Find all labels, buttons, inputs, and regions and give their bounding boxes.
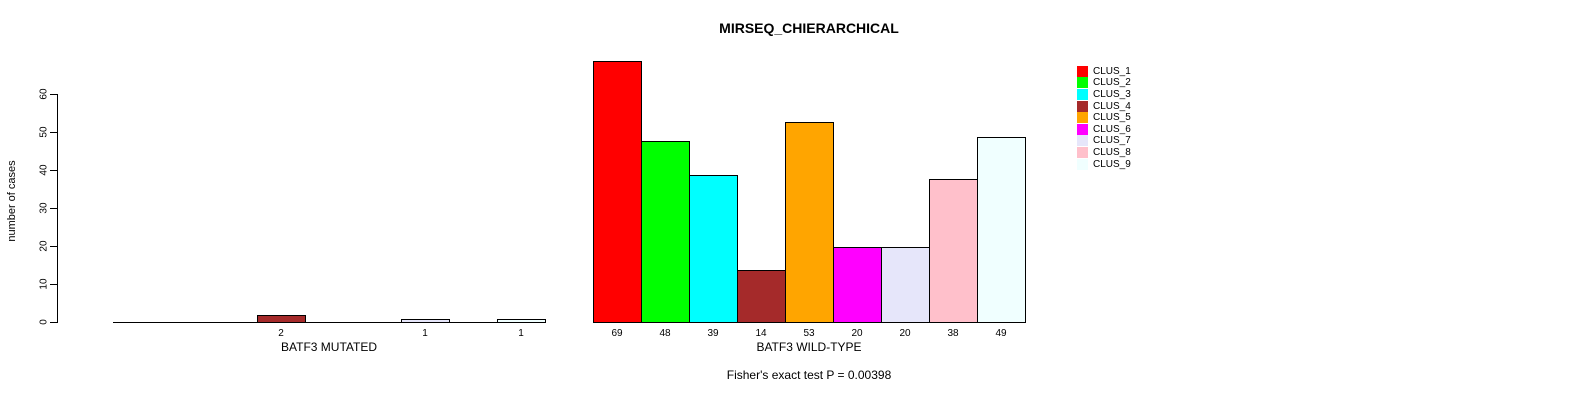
- bar-clus_9: [977, 137, 1026, 323]
- legend-swatch-clus_2: [1077, 77, 1088, 89]
- legend-swatch-clus_6: [1077, 123, 1088, 135]
- legend-swatch-clus_9: [1077, 158, 1088, 170]
- bar-clus_4: [257, 315, 306, 323]
- y-axis-tick-label: 30: [38, 202, 50, 214]
- bar-value-label: 49: [995, 328, 1007, 339]
- bar-value-label: 1: [518, 328, 524, 339]
- bar-clus_4: [737, 270, 786, 323]
- legend-label-clus_7: CLUS_7: [1093, 135, 1131, 147]
- bar-clus_2: [641, 141, 690, 323]
- y-axis-tick-label: 50: [38, 126, 50, 138]
- y-axis-tick-label: 40: [38, 164, 50, 176]
- y-axis-tick-label: 10: [38, 278, 50, 290]
- legend-swatch-clus_4: [1077, 100, 1088, 112]
- y-axis-tick: [50, 284, 57, 285]
- group-label-batf3-wild-type: BATF3 WILD-TYPE: [756, 340, 862, 354]
- y-axis-tick: [50, 246, 57, 247]
- bar-clus_1: [593, 61, 642, 323]
- group-label-batf3-mutated: BATF3 MUTATED: [281, 340, 377, 354]
- y-axis-label: number of cases: [6, 160, 18, 242]
- bar-value-label: 2: [278, 328, 284, 339]
- legend-label-clus_8: CLUS_8: [1093, 146, 1131, 158]
- bar-clus_7: [401, 319, 450, 323]
- y-axis-tick: [50, 208, 57, 209]
- legend-label-clus_6: CLUS_6: [1093, 123, 1131, 135]
- legend-label-clus_5: CLUS_5: [1093, 112, 1131, 124]
- y-axis-tick: [50, 132, 57, 133]
- legend-swatch-clus_8: [1077, 146, 1088, 158]
- bar-value-label: 20: [899, 328, 911, 339]
- y-axis-line: [57, 94, 58, 323]
- y-axis-tick: [50, 170, 57, 171]
- bar-value-label: 20: [851, 328, 863, 339]
- bar-clus_9: [497, 319, 546, 323]
- y-axis-tick-label: 60: [38, 88, 50, 100]
- legend-swatch-clus_3: [1077, 88, 1088, 100]
- legend-swatch-clus_1: [1077, 65, 1088, 77]
- legend-label-clus_1: CLUS_1: [1093, 65, 1131, 77]
- legend-label-clus_2: CLUS_2: [1093, 77, 1131, 89]
- y-axis-tick-label: 0: [38, 319, 50, 325]
- legend-label-clus_3: CLUS_3: [1093, 88, 1131, 100]
- bar-value-label: 53: [803, 328, 815, 339]
- bar-value-label: 69: [611, 328, 623, 339]
- x-baseline: [113, 322, 545, 323]
- bar-value-label: 1: [422, 328, 428, 339]
- y-axis-tick: [50, 94, 57, 95]
- bar-clus_8: [929, 179, 978, 323]
- y-axis-tick-label: 20: [38, 240, 50, 252]
- bar-clus_5: [785, 122, 834, 323]
- legend-label-clus_4: CLUS_4: [1093, 100, 1131, 112]
- bar-clus_7: [881, 247, 930, 323]
- legend-swatch-clus_7: [1077, 135, 1088, 147]
- bar-clus_6: [833, 247, 882, 323]
- bar-value-label: 38: [947, 328, 959, 339]
- fisher-test-annotation: Fisher's exact test P = 0.00398: [726, 368, 892, 382]
- y-axis-tick: [50, 322, 57, 323]
- legend-label-clus_9: CLUS_9: [1093, 158, 1131, 170]
- chart-title: MIRSEQ_CHIERARCHICAL: [719, 20, 899, 36]
- bar-value-label: 14: [755, 328, 767, 339]
- legend-swatch-clus_5: [1077, 112, 1088, 124]
- bar-clus_3: [689, 175, 738, 323]
- bar-value-label: 48: [659, 328, 671, 339]
- bar-value-label: 39: [707, 328, 719, 339]
